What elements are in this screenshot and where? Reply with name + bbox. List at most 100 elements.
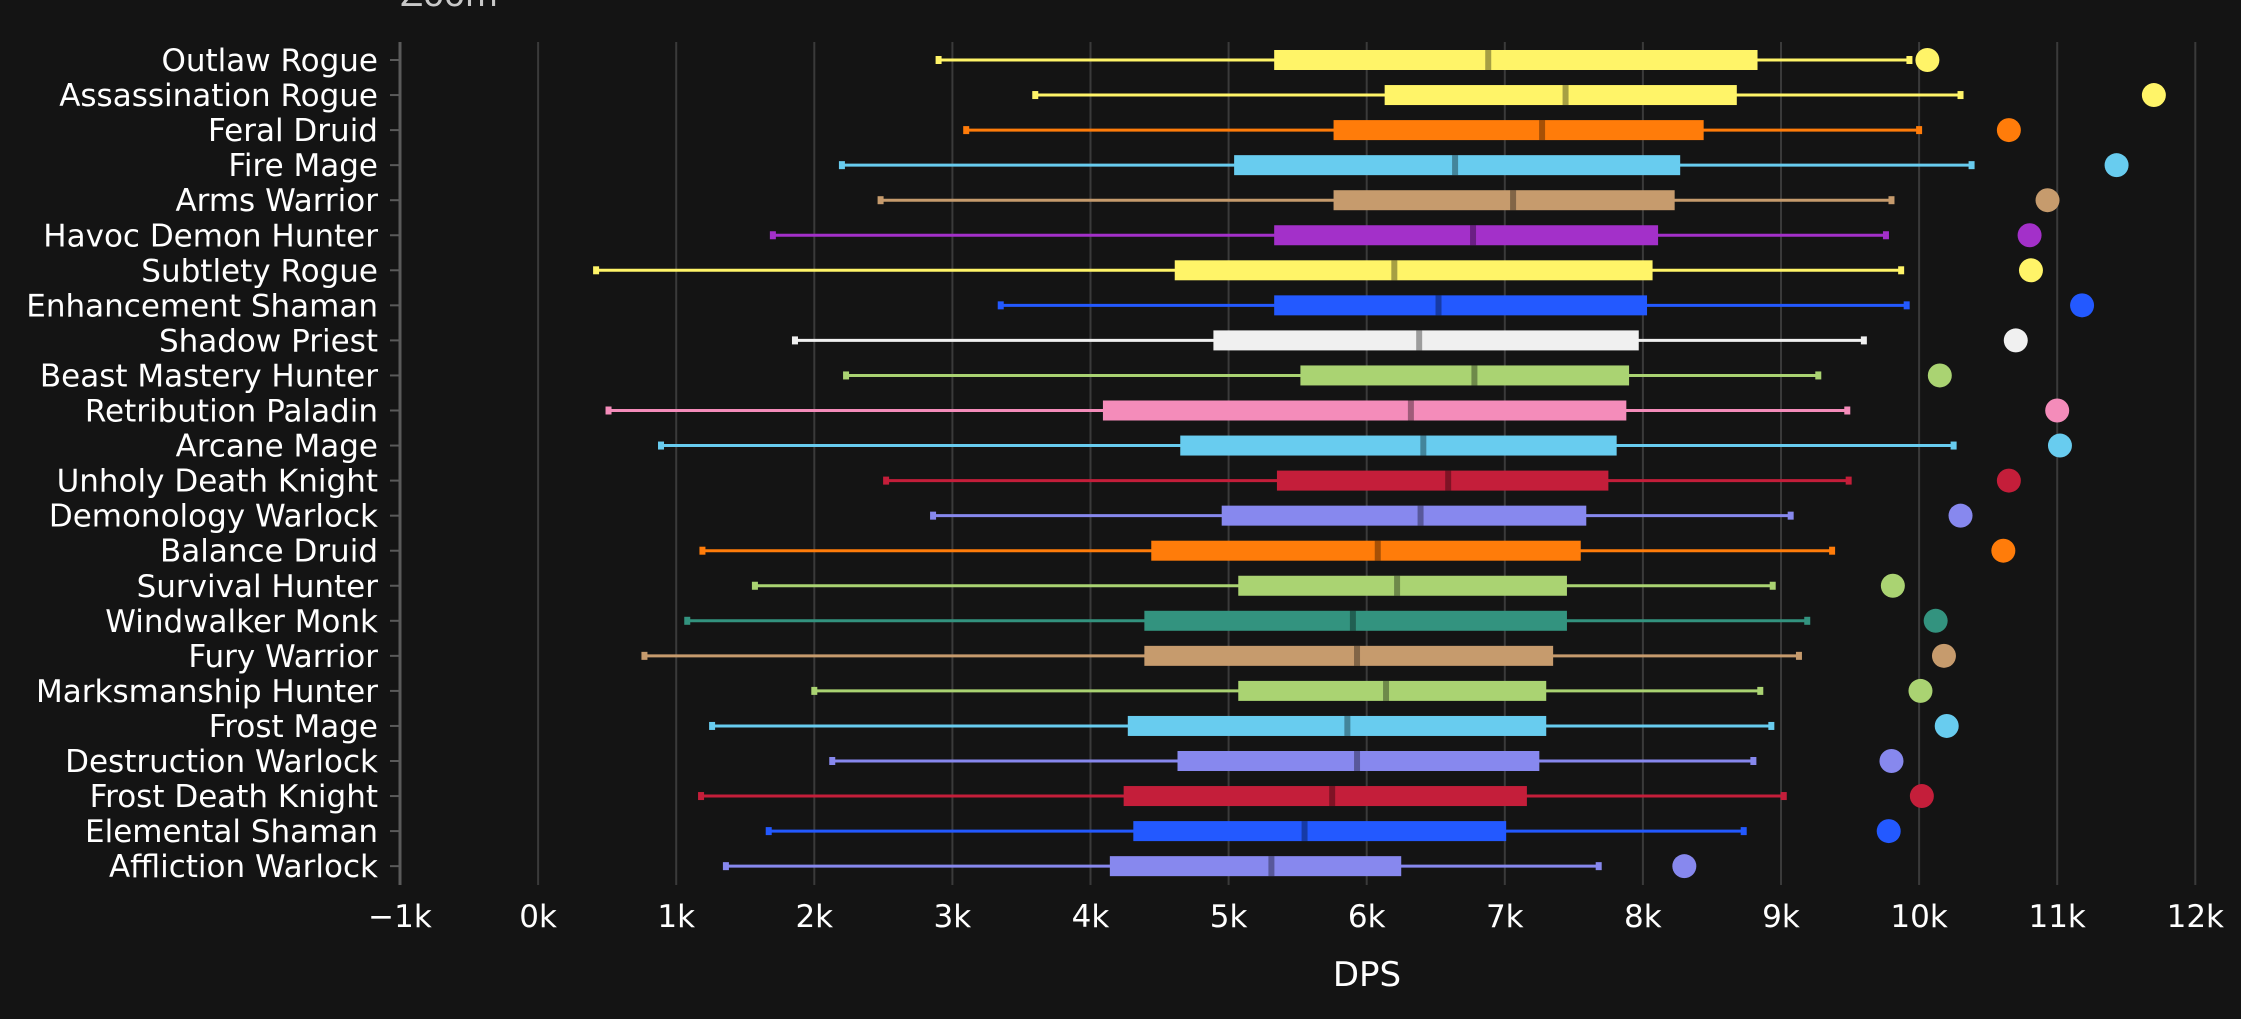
- median-mark: [1329, 786, 1336, 807]
- x-tick-label: −1k: [368, 899, 432, 935]
- iqr-box: [1127, 715, 1547, 736]
- x-tick-label: 8k: [1624, 899, 1662, 935]
- whisker-cap-min: [1032, 91, 1039, 100]
- outlier-point: [2104, 153, 2129, 178]
- whisker-cap-max: [1595, 862, 1602, 871]
- outlier-point: [1948, 503, 1973, 528]
- whisker-cap-max: [1903, 301, 1910, 310]
- series-group: [593, 48, 2166, 879]
- median-mark: [1374, 540, 1381, 561]
- iqr-box: [1221, 505, 1587, 526]
- whisker-cap-min: [641, 651, 648, 660]
- iqr-box: [1333, 190, 1675, 211]
- outlier-point: [2003, 328, 2028, 353]
- iqr-box: [1102, 400, 1627, 421]
- whisker-cap-min: [605, 406, 612, 415]
- series-row: [684, 608, 1948, 633]
- row-label: Assassination Rogue: [59, 78, 378, 114]
- median-mark: [1562, 85, 1569, 106]
- whisker-cap-min: [829, 757, 836, 765]
- outlier-point: [1996, 118, 2021, 143]
- whisker-cap-max: [1968, 161, 1975, 170]
- iqr-box: [1274, 295, 1648, 316]
- iqr-box: [1177, 751, 1540, 771]
- outlier-point: [2035, 188, 2060, 213]
- outlier-point: [1991, 538, 2016, 563]
- series-row: [1032, 83, 2166, 108]
- outlier-point: [2141, 83, 2166, 108]
- series-row: [641, 643, 1956, 668]
- median-mark: [1407, 400, 1414, 421]
- median-mark: [1301, 821, 1308, 842]
- iqr-box: [1133, 821, 1507, 842]
- whisker-cap-max: [1950, 441, 1957, 450]
- whisker-cap-max: [1757, 686, 1764, 695]
- iqr-box: [1234, 155, 1681, 176]
- whisker-cap-max: [1787, 511, 1794, 520]
- whisker-cap-max: [1780, 792, 1787, 801]
- whisker-cap-min: [930, 511, 937, 520]
- row-label: Arcane Mage: [176, 429, 378, 465]
- whisker-cap-max: [1916, 126, 1923, 135]
- whisker-cap-min: [699, 546, 706, 555]
- series-row: [883, 468, 2021, 493]
- whisker-cap-min: [963, 126, 970, 135]
- outlier-point: [1996, 468, 2021, 493]
- series-row: [877, 188, 2060, 213]
- median-mark: [1344, 715, 1351, 736]
- whisker-cap-min: [751, 581, 758, 590]
- row-label: Outlaw Rogue: [161, 43, 378, 79]
- x-tick-label: 9k: [1762, 899, 1800, 935]
- row-label: Retribution Paladin: [85, 394, 378, 430]
- gridlines: [537, 42, 2197, 885]
- outlier-point: [2018, 258, 2043, 283]
- median-mark: [1268, 856, 1275, 877]
- row-label: Windwalker Monk: [105, 604, 378, 640]
- whisker-cap-min: [722, 862, 729, 871]
- series-row: [811, 678, 1933, 703]
- median-mark: [1445, 470, 1452, 491]
- whisker-cap-min: [935, 56, 942, 64]
- whisker-cap-min: [593, 266, 600, 275]
- median-mark: [1435, 295, 1442, 316]
- median-mark: [1470, 225, 1477, 246]
- row-label: Feral Druid: [208, 113, 378, 149]
- outlier-point: [1934, 713, 1959, 738]
- x-tick-label: 1k: [657, 899, 695, 935]
- row-label: Arms Warrior: [175, 183, 378, 219]
- median-mark: [1485, 50, 1492, 70]
- x-tick-label: 3k: [934, 899, 972, 935]
- series-row: [722, 854, 1697, 879]
- iqr-box: [1276, 470, 1609, 491]
- whisker-cap-max: [1882, 231, 1889, 240]
- x-tick-label: 7k: [1486, 899, 1524, 935]
- outlier-point: [2045, 398, 2070, 423]
- whisker-cap-max: [1795, 651, 1802, 660]
- whisker-cap-min: [698, 792, 705, 801]
- iqr-box: [1213, 330, 1639, 351]
- row-label: Marksmanship Hunter: [36, 674, 378, 710]
- series-row: [769, 223, 2042, 248]
- median-mark: [1383, 680, 1390, 701]
- iqr-box: [1274, 225, 1659, 246]
- row-label: Elemental Shaman: [85, 814, 378, 850]
- whisker-cap-min: [838, 161, 845, 170]
- iqr-box: [1109, 856, 1402, 877]
- iqr-box: [1144, 610, 1567, 631]
- series-row: [605, 398, 2070, 423]
- outlier-point: [1880, 573, 1905, 598]
- whisker-cap-max: [1740, 827, 1747, 836]
- series-row: [791, 328, 2028, 353]
- whisker-cap-min: [997, 301, 1004, 310]
- median-mark: [1539, 120, 1546, 141]
- outlier-point: [1908, 678, 1933, 703]
- row-label: Frost Death Knight: [90, 779, 378, 815]
- whisker-cap-min: [769, 231, 776, 240]
- whisker-cap-max: [1804, 616, 1811, 625]
- whisker-cap-max: [1815, 371, 1822, 380]
- whisker-cap-max: [1769, 581, 1776, 590]
- series-row: [838, 153, 2129, 178]
